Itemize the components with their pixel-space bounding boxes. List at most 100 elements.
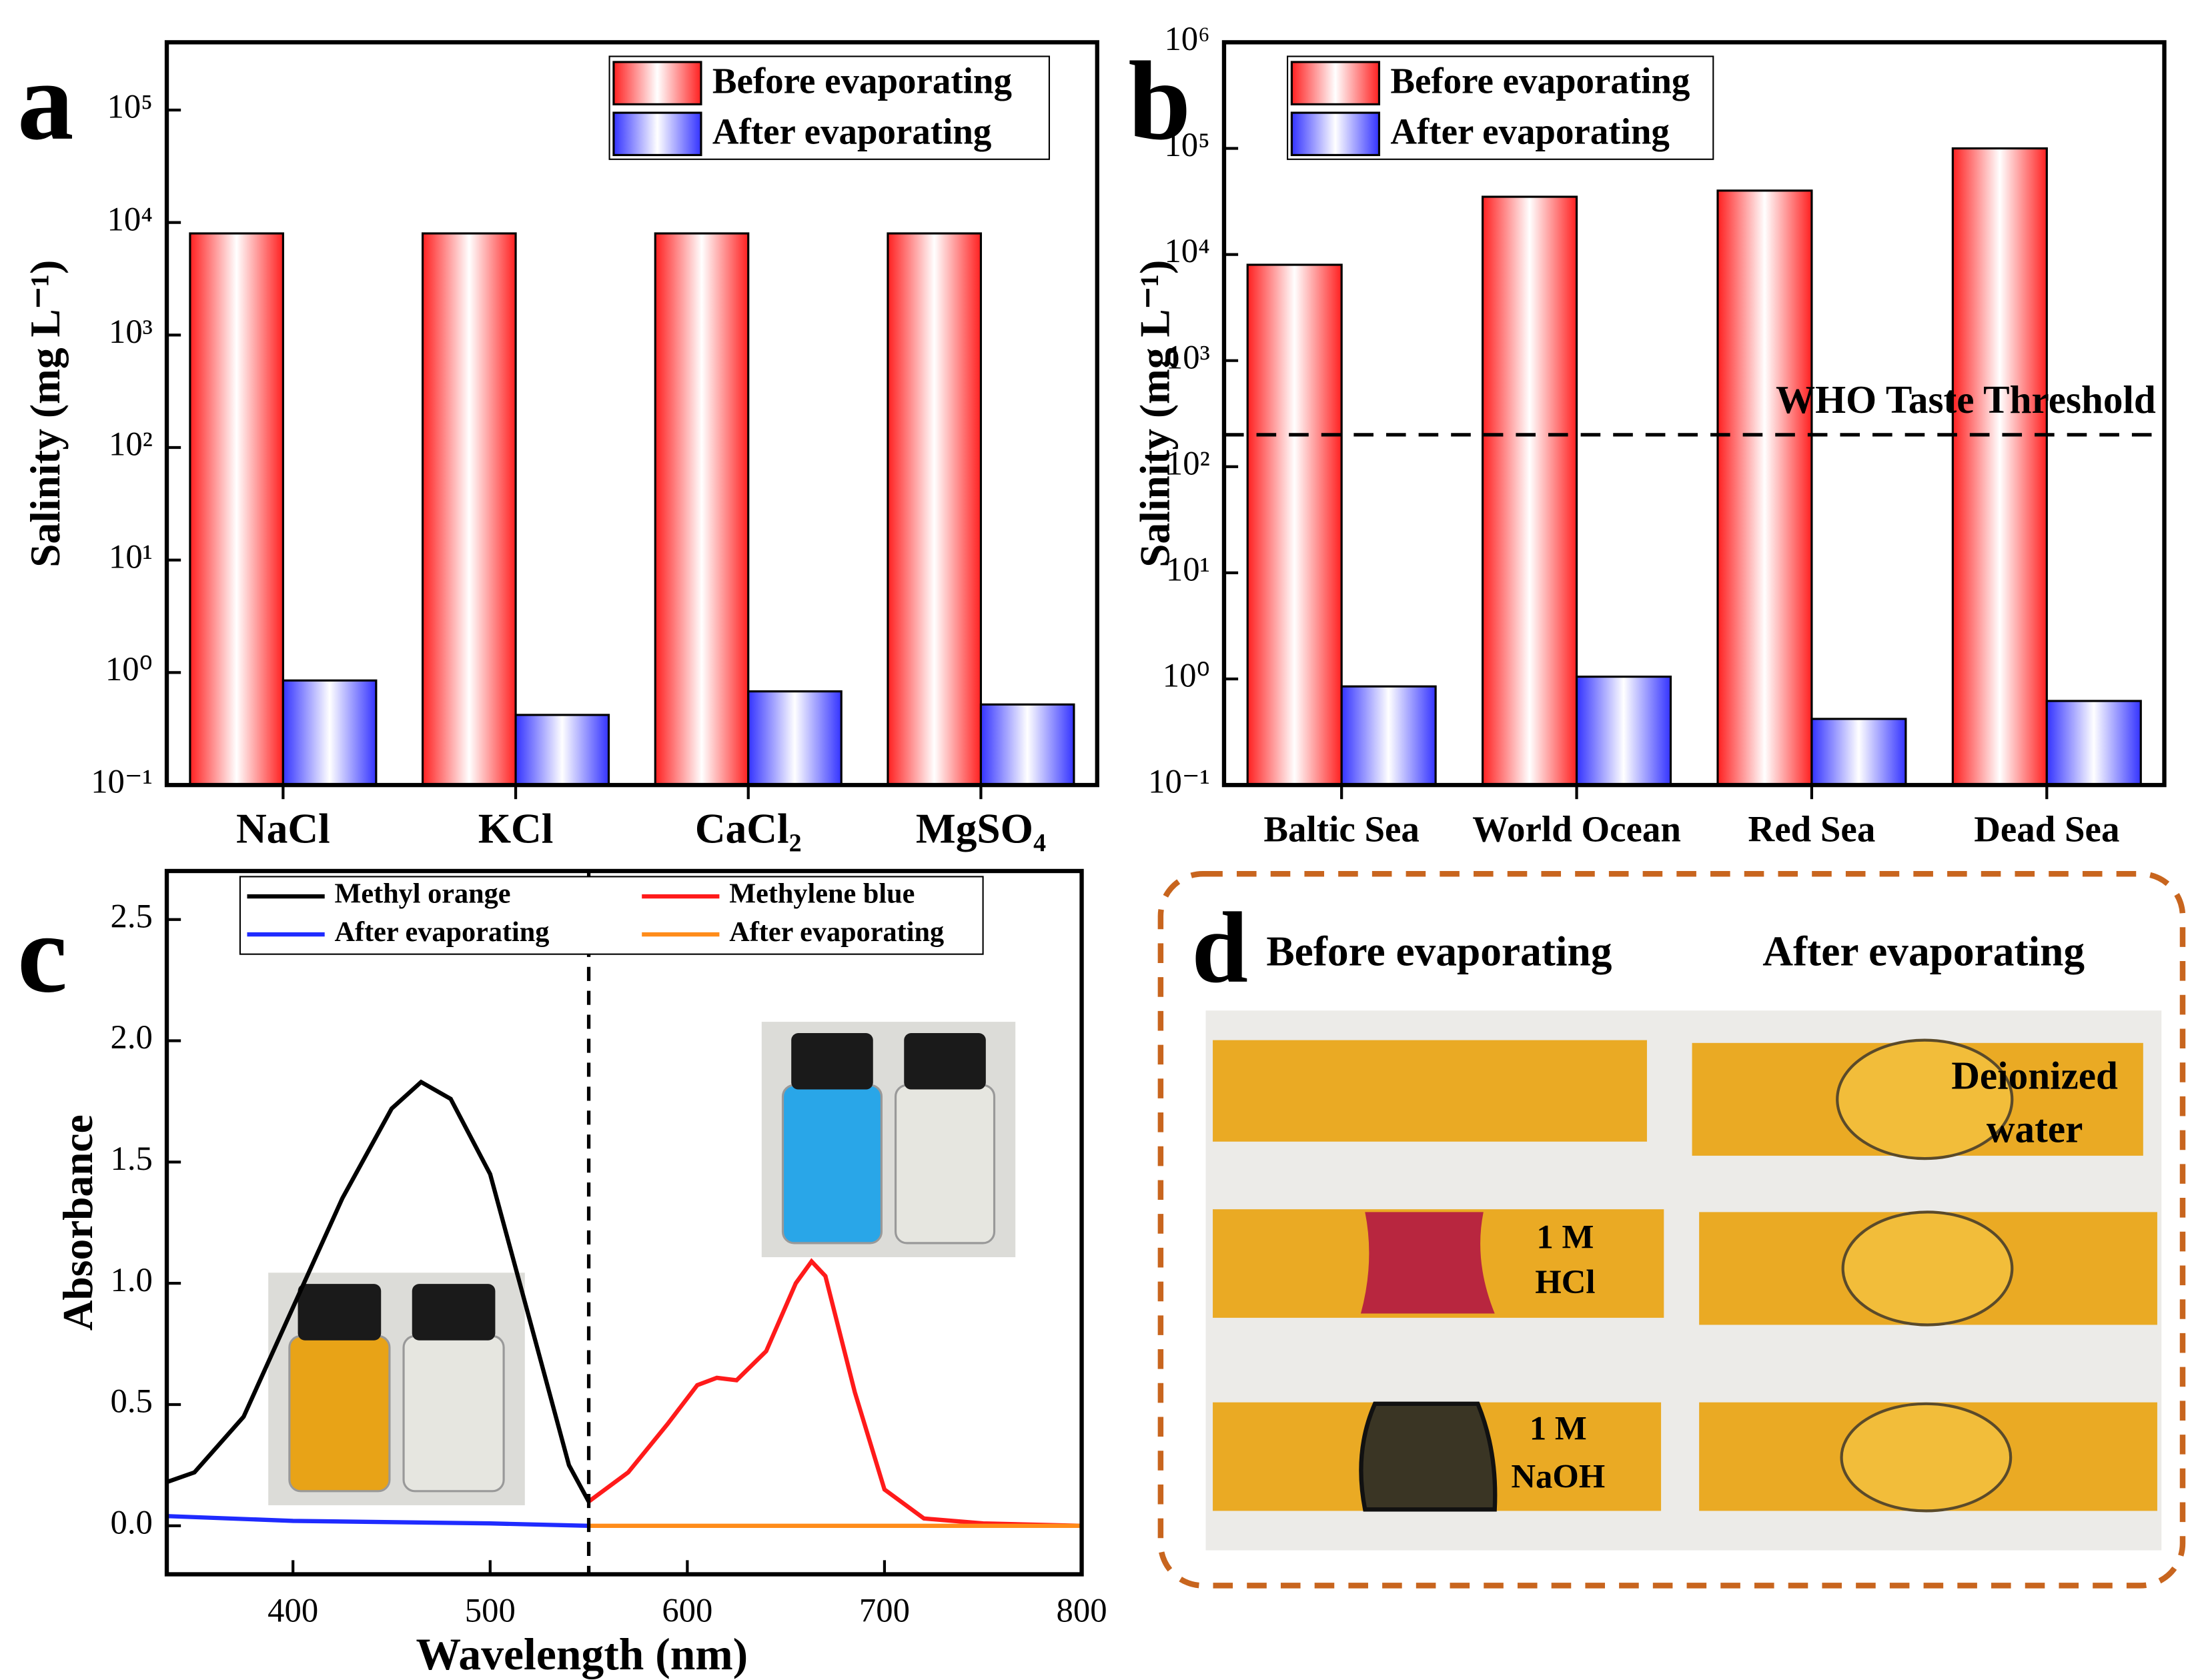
x-tick-label: KCl — [478, 805, 554, 852]
dark-spot — [1359, 1401, 1498, 1512]
y-tick-label: 10³ — [109, 313, 153, 350]
bottle-cap — [791, 1033, 873, 1090]
bottle-cap — [904, 1033, 986, 1090]
y-tick-label: 10⁴ — [107, 200, 153, 237]
plot-frame — [1221, 40, 2167, 788]
strip-label: 1 M — [1536, 1218, 1594, 1255]
bar — [514, 714, 610, 786]
panel-frame — [1157, 870, 2186, 1589]
bottle — [781, 1084, 883, 1244]
y-tick-label: 10² — [1166, 444, 1210, 482]
x-tick-label: 500 — [465, 1591, 516, 1629]
bottle-cap — [298, 1284, 382, 1341]
bar — [282, 679, 378, 786]
bar — [1246, 263, 1343, 786]
bar — [1575, 676, 1672, 786]
bar — [1340, 685, 1437, 786]
dried-spot — [1840, 1402, 2013, 1513]
y-tick-label: 1.5 — [111, 1140, 153, 1177]
strip-label: water — [1987, 1107, 2083, 1151]
right-title: After evaporating — [1762, 928, 2085, 974]
strip-label: 1 M — [1530, 1410, 1587, 1447]
y-tick-label: 10⁵ — [1164, 126, 1209, 163]
bottle — [894, 1084, 996, 1244]
bar — [747, 690, 843, 786]
plot-frame — [164, 40, 1099, 788]
threshold-label: WHO Taste Threshold — [1776, 377, 2156, 422]
y-tick-label: 10² — [109, 426, 153, 463]
legend-label: Before evaporating — [1390, 60, 1690, 101]
y-tick-label: 0.0 — [111, 1503, 153, 1541]
legend-swatch — [1290, 111, 1381, 157]
x-tick-label: Red Sea — [1748, 809, 1876, 850]
panel-label: c — [17, 890, 67, 1016]
legend-label: Before evaporating — [712, 60, 1012, 101]
x-tick-label: 400 — [267, 1591, 318, 1629]
panel-label: b — [1128, 38, 1191, 163]
legend-label: After evaporating — [729, 916, 944, 948]
y-tick-label: 10¹ — [1166, 551, 1210, 588]
y-tick-label: 10⁵ — [107, 88, 153, 125]
strip-label: NaOH — [1511, 1458, 1605, 1495]
y-axis-label: Salinity (mg L⁻¹) — [22, 260, 69, 568]
bar — [421, 232, 517, 786]
x-tick-label: World Ocean — [1472, 809, 1681, 850]
strip-label: Deionized — [1951, 1053, 2118, 1097]
x-axis-label: Wavelength (nm) — [416, 1629, 748, 1679]
y-tick-label: 10⁶ — [1164, 20, 1209, 57]
legend-label: Methylene blue — [729, 878, 915, 910]
legend-label: After evaporating — [712, 111, 992, 151]
x-tick-label: Baltic Sea — [1263, 809, 1419, 850]
line-series — [587, 1258, 1082, 1528]
bar — [1716, 189, 1813, 786]
bottle — [402, 1335, 505, 1493]
bar — [887, 232, 983, 786]
legend-label: Methyl orange — [335, 878, 511, 910]
y-tick-label: 10⁴ — [1164, 232, 1209, 269]
bar — [1482, 195, 1578, 786]
photo-panel: d Before evaporating After evaporating D… — [1157, 870, 2186, 1589]
dried-spot — [1841, 1210, 2014, 1327]
x-tick-label: MgSO₄ — [916, 805, 1046, 852]
legend-label: After evaporating — [335, 916, 550, 948]
y-tick-label: 1.0 — [111, 1261, 153, 1299]
y-tick-label: 10⁻¹ — [1148, 763, 1210, 800]
legend-swatch — [612, 61, 702, 105]
legend-swatch — [1290, 61, 1381, 105]
y-axis-label: Salinity (mg L⁻¹) — [1131, 260, 1178, 568]
dried-spot — [1836, 1038, 2014, 1160]
legend-label: After evaporating — [1390, 111, 1670, 151]
panel-label: d — [1191, 891, 1248, 1004]
y-axis-label: Absorbance — [55, 1114, 101, 1331]
bottle — [288, 1335, 391, 1493]
red-spot — [1360, 1212, 1495, 1314]
left-title: Before evaporating — [1266, 928, 1612, 974]
bar — [979, 703, 1075, 786]
y-tick-label: 2.5 — [111, 897, 153, 934]
strip-label: HCl — [1535, 1263, 1595, 1301]
bar — [1951, 147, 2048, 786]
bar — [2045, 700, 2142, 786]
x-tick-label: NaCl — [236, 805, 330, 852]
line-series — [166, 1514, 589, 1528]
y-tick-label: 10⁰ — [105, 650, 153, 688]
y-tick-label: 10⁰ — [1163, 657, 1210, 694]
bottle-cap — [412, 1284, 496, 1341]
line-series — [165, 1079, 591, 1503]
y-tick-label: 10³ — [1166, 338, 1210, 375]
x-tick-label: 800 — [1056, 1591, 1107, 1629]
strip — [1213, 1040, 1647, 1142]
y-tick-label: 0.5 — [111, 1383, 153, 1420]
x-tick-label: 600 — [662, 1591, 712, 1629]
x-tick-label: CaCl₂ — [695, 805, 802, 852]
bar — [1810, 718, 1907, 786]
plot-frame — [164, 868, 1084, 1577]
y-tick-label: 10¹ — [109, 538, 153, 575]
panel-label: a — [17, 38, 74, 163]
y-tick-label: 2.0 — [111, 1018, 153, 1056]
bar — [654, 232, 750, 786]
bar — [189, 232, 284, 786]
legend-swatch — [612, 111, 702, 157]
x-tick-label: 700 — [859, 1591, 910, 1629]
